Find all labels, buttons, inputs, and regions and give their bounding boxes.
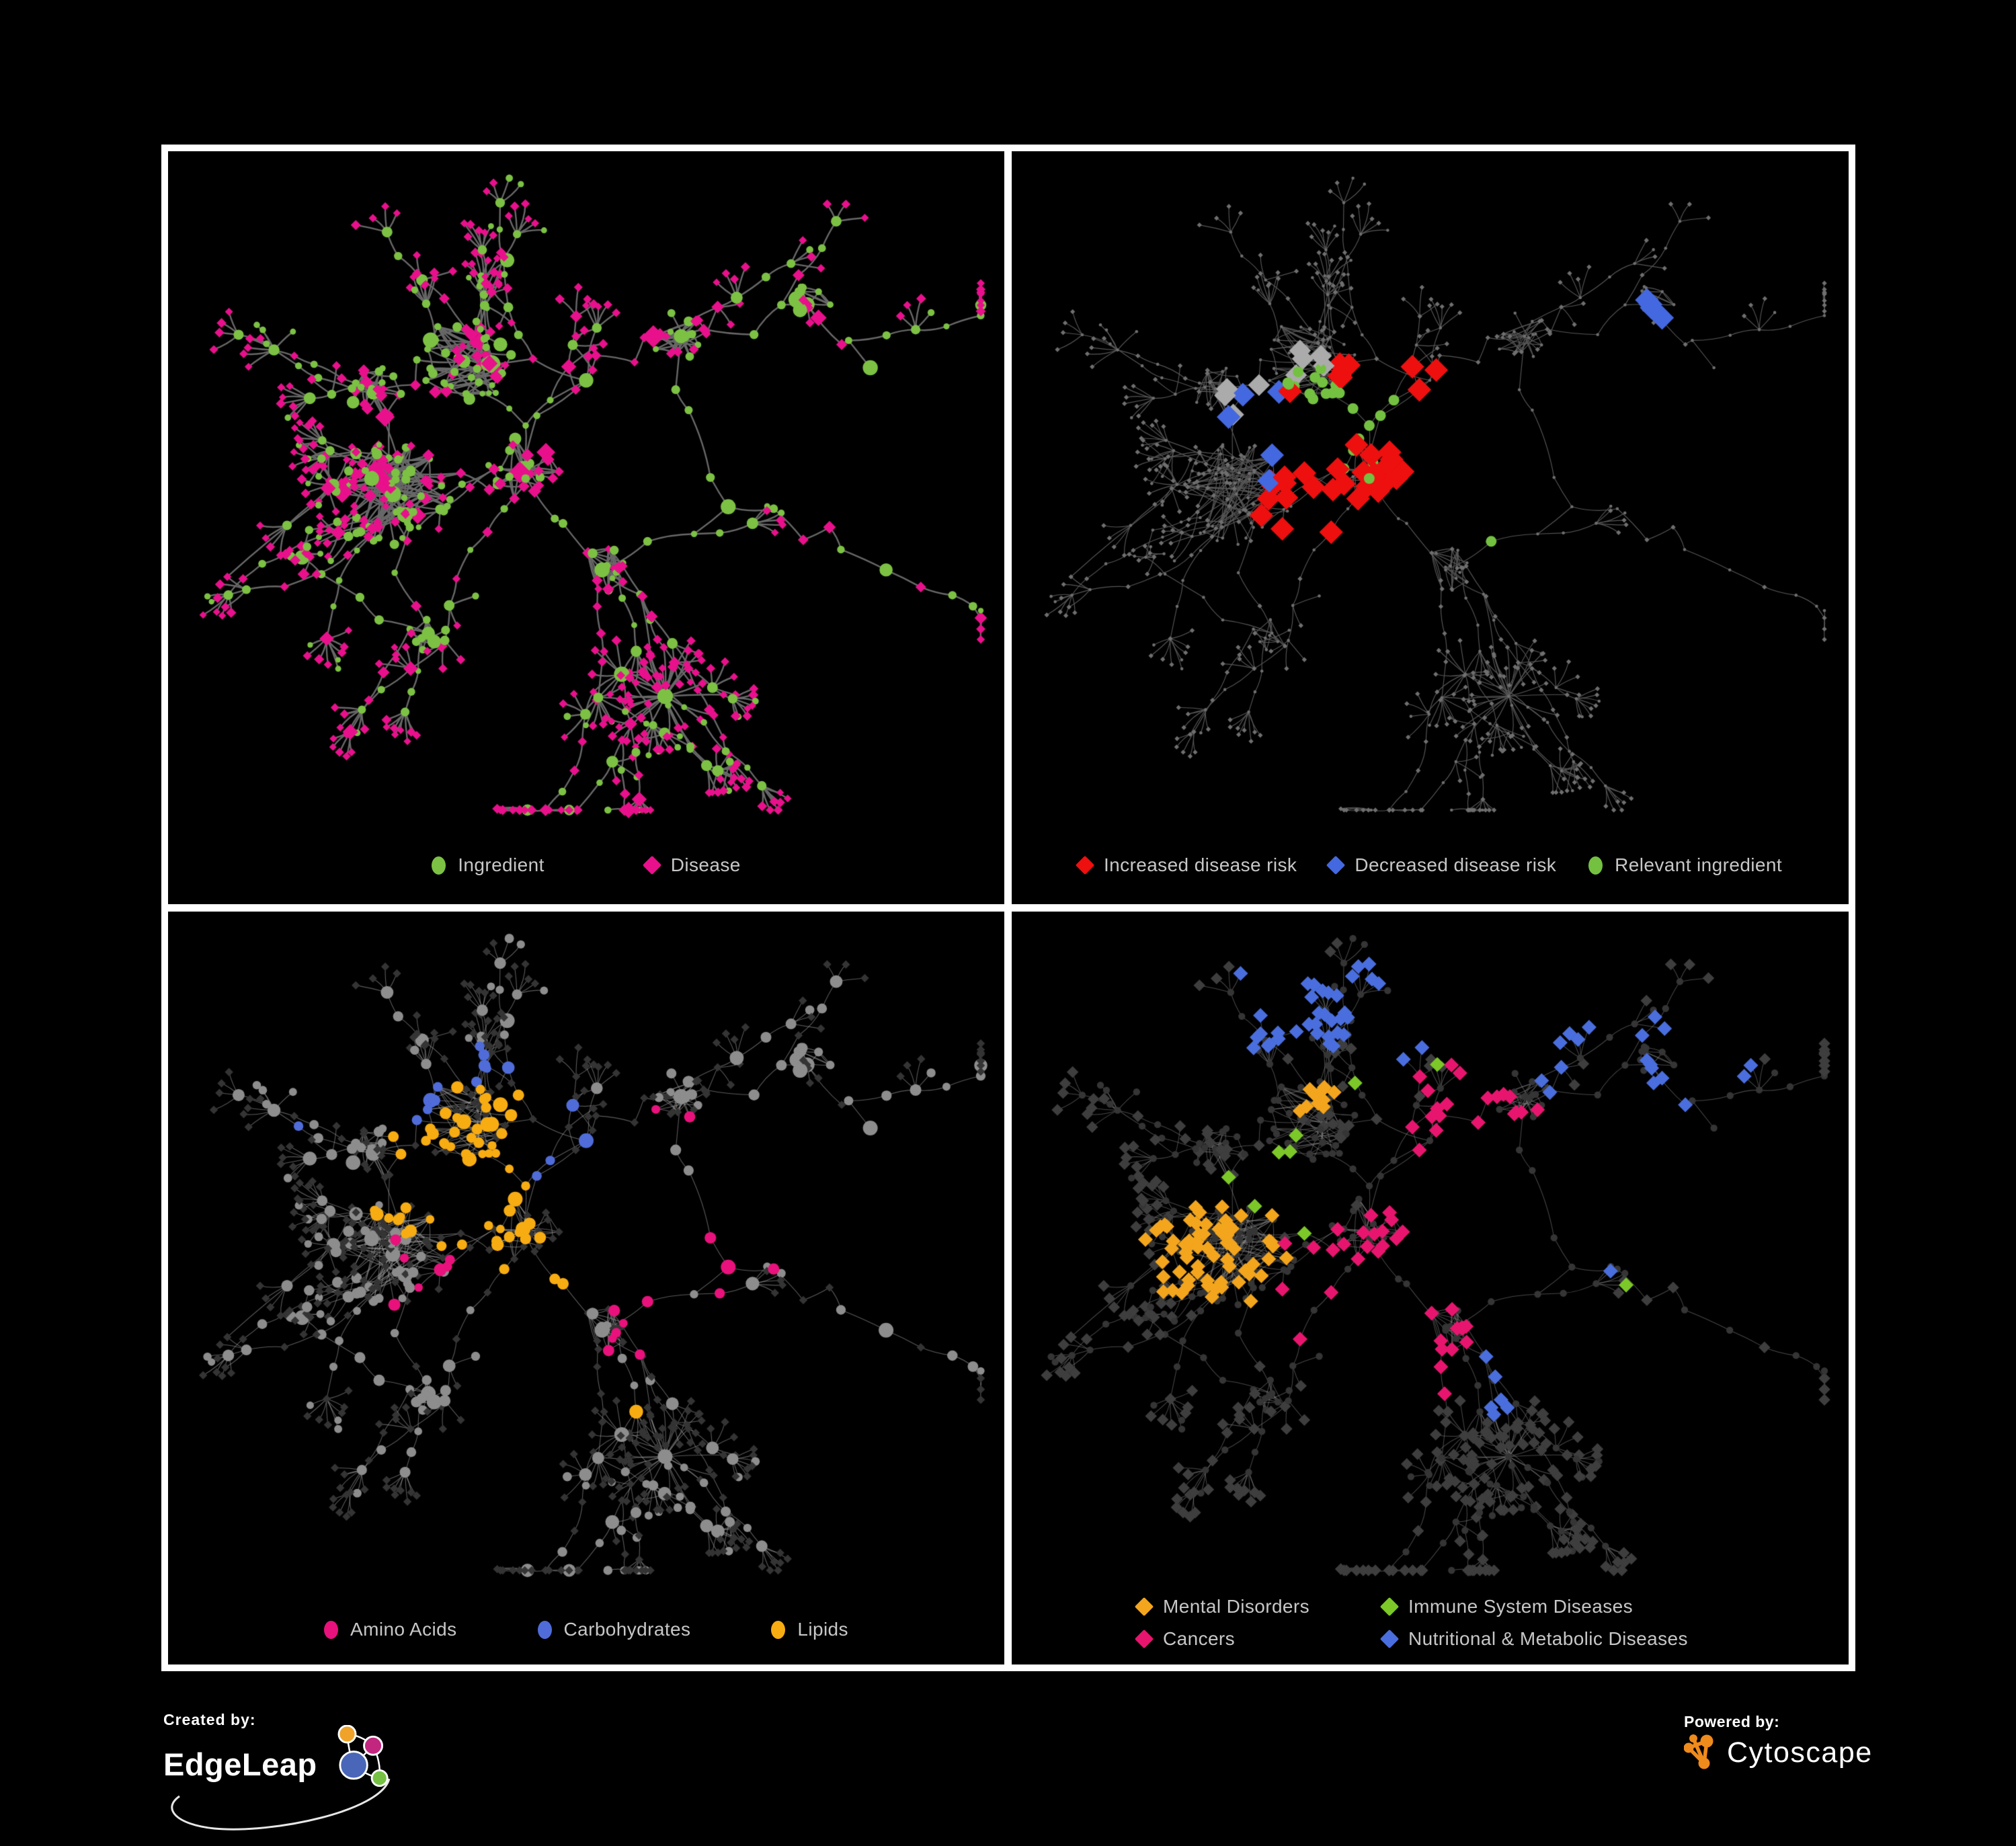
legend-panel-3: Amino Acids Carbohydrates Lipids: [168, 1619, 1004, 1640]
cytoscape-network-icon: [1684, 1734, 1713, 1769]
legend-label-relevant-ingredient: Relevant ingredient: [1615, 854, 1783, 875]
legend-item-carbohydrates: Carbohydrates: [537, 1619, 691, 1640]
panel-disease-risk-network: Increased disease risk Decreased disease…: [1012, 151, 1849, 904]
created-by-label: Created by:: [163, 1711, 256, 1728]
legend-item-nutritional-metabolic: Nutritional & Metabolic Diseases: [1379, 1628, 1688, 1650]
cytoscape-logo: Cytoscape: [1684, 1732, 1966, 1773]
ingredient-swatch-icon: [432, 856, 446, 875]
legend-label-immune-diseases: Immune System Diseases: [1408, 1596, 1634, 1617]
legend-item-ingredient: Ingredient: [432, 854, 545, 876]
network-canvas-disease-classes: [1012, 912, 1848, 1597]
amino-acids-swatch-icon: [324, 1620, 339, 1639]
immune-diseases-swatch-icon: [1379, 1597, 1400, 1617]
panel-ingredient-disease-network: Ingredient Disease: [168, 151, 1004, 904]
legend-label-decreased-risk: Decreased disease risk: [1355, 854, 1557, 875]
mental-disorders-swatch-icon: [1134, 1597, 1154, 1617]
legend-label-amino-acids: Amino Acids: [350, 1619, 457, 1640]
lipids-swatch-icon: [771, 1620, 786, 1639]
created-by-block: Created by: EdgeLeap: [163, 1711, 479, 1831]
disease-swatch-icon: [642, 855, 661, 875]
powered-by-label: Powered by:: [1684, 1713, 1780, 1730]
network-canvas-macronutrients: [168, 912, 1004, 1597]
edgeleap-wordmark: EdgeLeap: [163, 1746, 317, 1782]
legend-panel-1: Ingredient Disease: [168, 854, 1004, 876]
legend-item-immune-diseases: Immune System Diseases: [1379, 1596, 1688, 1617]
cytoscape-wordmark: Cytoscape: [1727, 1736, 1873, 1769]
legend-item-decreased-risk: Decreased disease risk: [1326, 854, 1557, 876]
legend-item-amino-acids: Amino Acids: [324, 1619, 456, 1640]
legend-label-ingredient: Ingredient: [458, 854, 545, 875]
legend-label-disease: Disease: [670, 854, 741, 875]
nutritional-metabolic-swatch-icon: [1379, 1629, 1400, 1649]
cancers-swatch-icon: [1134, 1629, 1154, 1649]
edgeleap-network-icon: [337, 1725, 389, 1788]
carbohydrates-swatch-icon: [537, 1620, 552, 1639]
legend-panel-4: Mental Disorders Immune System Diseases …: [1134, 1596, 1688, 1650]
legend-panel-2: Increased disease risk Decreased disease…: [1012, 854, 1849, 876]
legend-label-cancers: Cancers: [1163, 1628, 1236, 1649]
legend-label-increased-risk: Increased disease risk: [1103, 854, 1297, 875]
decreased-risk-swatch-icon: [1326, 855, 1346, 875]
relevant-ingredient-swatch-icon: [1588, 856, 1603, 875]
panel-macronutrient-network: Amino Acids Carbohydrates Lipids: [168, 912, 1004, 1664]
four-panel-frame: Ingredient Disease Increased disease ris…: [161, 145, 1855, 1671]
network-canvas-disease-risk: [1012, 151, 1848, 837]
increased-risk-swatch-icon: [1075, 855, 1095, 875]
legend-label-carbohydrates: Carbohydrates: [563, 1619, 691, 1640]
legend-label-mental-disorders: Mental Disorders: [1163, 1596, 1310, 1617]
legend-item-cancers: Cancers: [1134, 1628, 1383, 1650]
legend-item-disease: Disease: [642, 854, 741, 876]
legend-item-increased-risk: Increased disease risk: [1075, 854, 1297, 876]
legend-item-lipids: Lipids: [771, 1619, 848, 1640]
legend-item-mental-disorders: Mental Disorders: [1134, 1596, 1383, 1617]
legend-label-lipids: Lipids: [797, 1619, 848, 1640]
edgeleap-logo: EdgeLeap: [163, 1725, 479, 1831]
network-canvas-ingredient-disease: [168, 151, 1004, 837]
panel-disease-class-network: Mental Disorders Immune System Diseases …: [1012, 912, 1849, 1664]
legend-item-relevant-ingredient: Relevant ingredient: [1588, 854, 1782, 876]
legend-label-nutritional-metabolic: Nutritional & Metabolic Diseases: [1408, 1628, 1688, 1649]
powered-by-block: Powered by: Cytoscape: [1684, 1713, 1966, 1794]
